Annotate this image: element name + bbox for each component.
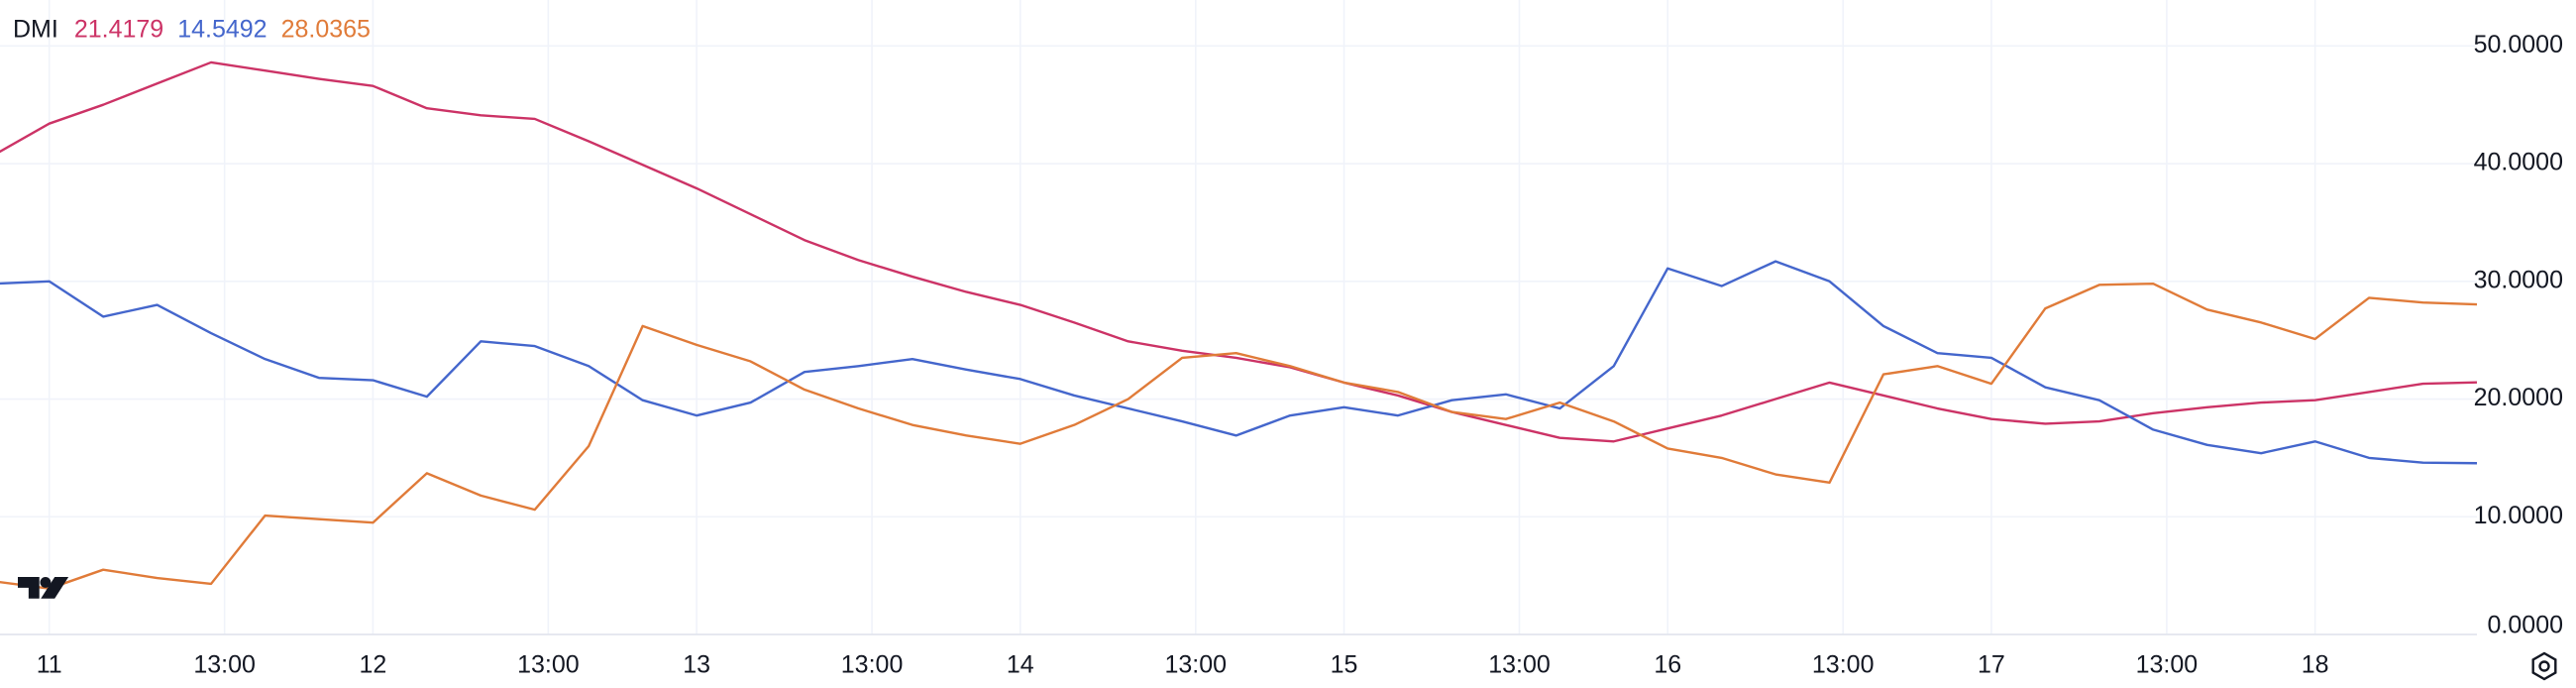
x-tick-label: 13:00 [841, 651, 904, 679]
dmi-line [0, 260, 2477, 465]
x-tick-label: 13:00 [1164, 651, 1227, 679]
y-tick-label: 20.0000 [2474, 384, 2563, 411]
tradingview-logo [18, 577, 69, 599]
indicator-title: DMI [13, 16, 58, 44]
x-tick-label: 16 [1654, 651, 1681, 679]
dmi-line [0, 60, 2477, 443]
indicator-value: 21.4179 [74, 16, 163, 44]
y-tick-label: 40.0000 [2474, 149, 2563, 176]
indicator-value: 14.5492 [177, 16, 267, 44]
x-tick-label: 13:00 [2136, 651, 2199, 679]
x-tick-label: 14 [1007, 651, 1034, 679]
x-tick-label: 11 [37, 651, 62, 679]
x-tick-label: 18 [2302, 651, 2329, 679]
grid [0, 0, 2477, 635]
x-tick-label: 13:00 [1812, 651, 1875, 679]
x-tick-label: 13 [683, 651, 710, 679]
y-tick-label: 0.0000 [2488, 612, 2563, 639]
x-tick-label: 12 [359, 651, 386, 679]
dmi-line [0, 282, 2477, 590]
y-tick-label: 30.0000 [2474, 266, 2563, 293]
y-tick-label: 10.0000 [2474, 502, 2563, 529]
x-tick-label: 13:00 [193, 651, 256, 679]
indicator-value: 28.0365 [281, 16, 371, 44]
settings-icon[interactable] [2531, 651, 2557, 681]
labels: 0.0000 10.0000 20.0000 30.0000 40.0000 50.000… [37, 31, 2563, 679]
x-tick-label: 13:00 [517, 651, 580, 679]
x-tick-label: 13:00 [1488, 651, 1551, 679]
y-tick-label: 50.0000 [2474, 31, 2563, 58]
x-tick-label: 15 [1331, 651, 1358, 679]
plot-area [0, 60, 2477, 590]
x-tick-label: 17 [1978, 651, 2005, 679]
